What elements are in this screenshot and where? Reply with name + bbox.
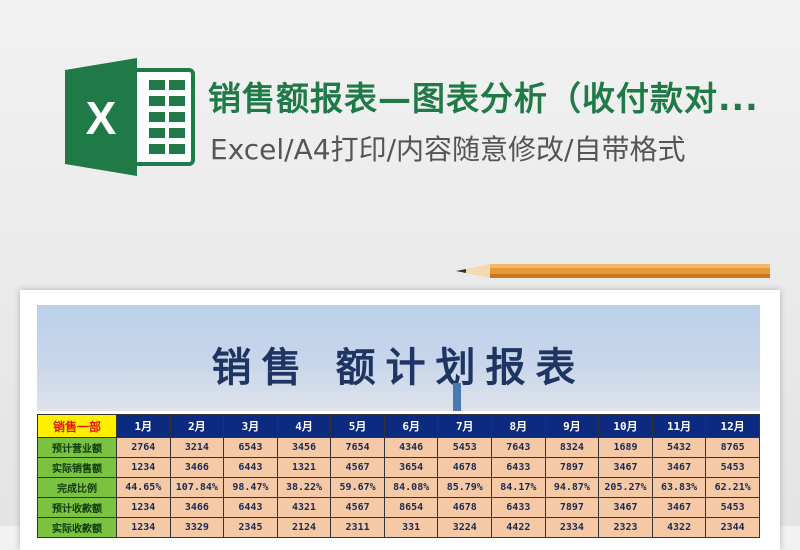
table-cell[interactable]: 4322 [651, 517, 707, 538]
table-cell[interactable]: 1234 [116, 457, 171, 478]
table-cell[interactable]: 2124 [276, 517, 332, 538]
month-header: 7月 [437, 414, 493, 438]
table-cell[interactable]: 4422 [491, 517, 546, 538]
row-label: 完成比例 [37, 477, 117, 498]
sheet-title: 销售 额计划报表 [211, 345, 586, 391]
table-cell[interactable]: 5453 [437, 437, 493, 458]
table-row: 预计收款额 1234 3466 6443 4321 4567 8654 4678 6433 789… [37, 497, 760, 518]
table-cell[interactable]: 1234 [116, 497, 171, 518]
excel-logo-icon: X [65, 58, 195, 176]
table-cell[interactable]: 8765 [705, 437, 760, 458]
table-cell[interactable]: 84.17% [491, 477, 546, 498]
page-subtitle: Excel/A4打印/内容随意修改/自带格式 [210, 133, 686, 166]
table-cell[interactable]: 4567 [330, 457, 385, 478]
table-cell[interactable]: 7897 [544, 497, 600, 518]
table-cell[interactable]: 331 [383, 517, 439, 538]
table-cell[interactable]: 205.27% [598, 477, 653, 498]
month-header: 1月 [116, 414, 171, 438]
month-header: 6月 [383, 414, 439, 438]
sales-table: 销售一部 1月 2月 3月 4月 5月 6月 7月 8月 9月 10月 11月 12月 预计营业额 27… [37, 414, 760, 538]
table-cell[interactable]: 62.21% [705, 477, 760, 498]
table-cell[interactable]: 1234 [116, 517, 171, 538]
table-cell[interactable]: 3466 [169, 457, 225, 478]
table-cell[interactable]: 5453 [705, 457, 760, 478]
header-row: 销售一部 1月 2月 3月 4月 5月 6月 7月 8月 9月 10月 11月 12月 [37, 414, 760, 438]
table-cell[interactable]: 44.65% [116, 477, 171, 498]
table-cell[interactable]: 3467 [598, 497, 653, 518]
table-cell[interactable]: 3466 [169, 497, 225, 518]
table-cell[interactable]: 3214 [169, 437, 225, 458]
table-cell[interactable]: 4678 [437, 457, 493, 478]
logo-letter: X [86, 92, 117, 144]
table-cell[interactable]: 3467 [651, 457, 707, 478]
row-label: 实际销售额 [37, 457, 117, 478]
month-header: 12月 [705, 414, 760, 438]
table-cell[interactable]: 2345 [223, 517, 278, 538]
month-header: 2月 [169, 414, 225, 438]
row-label: 预计营业额 [37, 437, 117, 458]
page-title: 销售额报表—图表分析（收付款对... [208, 79, 759, 118]
table-cell[interactable]: 3224 [437, 517, 493, 538]
table-cell[interactable]: 8654 [383, 497, 439, 518]
table-row: 实际收款额 1234 3329 2345 2124 2311 331 3224 4422 2334… [37, 517, 760, 538]
month-header: 4月 [276, 414, 332, 438]
table-cell[interactable]: 2344 [705, 517, 760, 538]
table-cell[interactable]: 8324 [544, 437, 600, 458]
table-cell[interactable]: 59.67% [330, 477, 385, 498]
table-cell[interactable]: 5453 [705, 497, 760, 518]
table-cell[interactable]: 5432 [651, 437, 707, 458]
table-cell[interactable]: 6433 [491, 497, 546, 518]
table-cell[interactable]: 3456 [276, 437, 332, 458]
tower-image [453, 383, 461, 411]
table-cell[interactable]: 4567 [330, 497, 385, 518]
table-cell[interactable]: 63.83% [651, 477, 707, 498]
table-cell[interactable]: 3467 [651, 497, 707, 518]
table-cell[interactable]: 3654 [383, 457, 439, 478]
table-row: 完成比例 44.65% 107.84% 98.47% 38.22% 59.67% 84.08… [37, 477, 760, 498]
table-row: 预计营业额 2764 3214 6543 3456 7654 4346 5453 7643 832… [37, 437, 760, 458]
month-header: 10月 [598, 414, 653, 438]
table-cell[interactable]: 7643 [491, 437, 546, 458]
sheet-banner: 销售 额计划报表 [37, 305, 760, 411]
month-header: 8月 [491, 414, 546, 438]
table-cell[interactable]: 3329 [169, 517, 225, 538]
table-cell[interactable]: 6433 [491, 457, 546, 478]
table-cell[interactable]: 4321 [276, 497, 332, 518]
table-cell[interactable]: 1689 [598, 437, 653, 458]
table-cell[interactable]: 6543 [223, 437, 278, 458]
table-cell[interactable]: 7654 [330, 437, 385, 458]
row-label: 实际收款额 [37, 517, 117, 538]
table-cell[interactable]: 38.22% [276, 477, 332, 498]
table-cell[interactable]: 2323 [598, 517, 653, 538]
table-cell[interactable]: 85.79% [437, 477, 493, 498]
table-cell[interactable]: 4678 [437, 497, 493, 518]
month-header: 11月 [651, 414, 707, 438]
month-header: 9月 [544, 414, 600, 438]
table-cell[interactable]: 94.87% [544, 477, 600, 498]
table-cell[interactable]: 7897 [544, 457, 600, 478]
row-label: 预计收款额 [37, 497, 117, 518]
table-cell[interactable]: 6443 [223, 497, 278, 518]
pencil-icon [456, 262, 770, 280]
table-cell[interactable]: 4346 [383, 437, 439, 458]
corner-cell: 销售一部 [37, 414, 117, 438]
table-cell[interactable]: 1321 [276, 457, 332, 478]
table-cell[interactable]: 6443 [223, 457, 278, 478]
table-cell[interactable]: 2334 [544, 517, 600, 538]
table-cell[interactable]: 3467 [598, 457, 653, 478]
table-cell[interactable]: 98.47% [223, 477, 278, 498]
table-row: 实际销售额 1234 3466 6443 1321 4567 3654 4678 6433 789… [37, 457, 760, 478]
table-cell[interactable]: 107.84% [169, 477, 225, 498]
month-header: 3月 [223, 414, 278, 438]
table-cell[interactable]: 2764 [116, 437, 171, 458]
month-header: 5月 [330, 414, 385, 438]
table-cell[interactable]: 84.08% [383, 477, 439, 498]
table-cell[interactable]: 2311 [330, 517, 385, 538]
